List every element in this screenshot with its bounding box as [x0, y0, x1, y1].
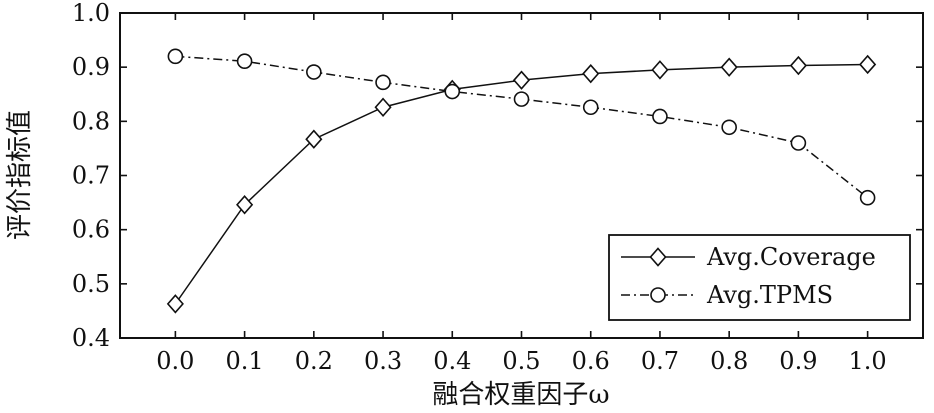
diamond-marker: [512, 70, 531, 90]
circle-marker: [582, 99, 599, 116]
x-tick-label: 0.1: [226, 347, 264, 375]
diamond-marker: [859, 54, 877, 75]
x-tick-label: 0.7: [641, 347, 679, 375]
y-tick-label: 0.6: [72, 216, 110, 244]
circle-marker: [306, 64, 322, 80]
series: [166, 48, 877, 314]
circle-marker: [859, 189, 876, 206]
legend-label: Avg.TPMS: [706, 281, 833, 309]
x-tick-label: 0.3: [364, 347, 402, 375]
legend-label: Avg.Coverage: [706, 243, 876, 271]
x-tick-label: 0.6: [572, 347, 610, 375]
legend-circle-icon: [650, 287, 666, 303]
y-tick-label: 0.8: [72, 107, 110, 135]
diamond-marker: [582, 63, 600, 84]
x-tick-label: 0.2: [295, 347, 333, 375]
y-tick-label: 0.7: [72, 162, 110, 190]
x-tick-label: 0.5: [502, 347, 540, 375]
x-tick-label: 0.9: [779, 347, 817, 375]
diamond-marker: [236, 195, 254, 215]
y-axis-title: 评价指标值: [5, 110, 35, 240]
y-tick-label: 0.4: [72, 324, 110, 352]
circle-marker: [236, 53, 253, 70]
x-tick-label: 0.4: [433, 347, 471, 375]
diamond-marker: [720, 57, 738, 77]
diamond-marker: [374, 97, 392, 117]
y-tick-label: 0.9: [72, 53, 110, 81]
circle-marker: [444, 83, 461, 100]
circle-marker: [652, 108, 668, 125]
ticks: 0.4 0.5 0.6 0.7 0.8 0.9 1.0 0.0 0.1 0.2 0.3 0.4 0.5 0…: [72, 0, 923, 375]
circle-marker: [721, 119, 737, 136]
circle-marker: [375, 74, 391, 91]
legend-diamond-icon: [649, 247, 667, 267]
y-tick-label: 1.0: [72, 0, 110, 27]
y-tick-label: 0.5: [72, 270, 110, 298]
x-axis-title: 融合权重因子ω: [432, 380, 609, 410]
series-avg-tpms: [167, 48, 876, 206]
x-tick-label: 1.0: [849, 347, 887, 375]
circle-marker: [167, 48, 184, 65]
diamond-marker: [789, 55, 807, 76]
x-tick-label: 0.8: [710, 347, 748, 375]
diamond-marker: [651, 60, 669, 80]
circle-marker: [790, 135, 807, 151]
diamond-marker: [305, 129, 323, 149]
circle-marker: [513, 91, 530, 107]
x-tick-label: 0.0: [156, 347, 194, 375]
diamond-marker: [166, 294, 184, 314]
legend: Avg.Coverage Avg.TPMS: [608, 234, 911, 321]
